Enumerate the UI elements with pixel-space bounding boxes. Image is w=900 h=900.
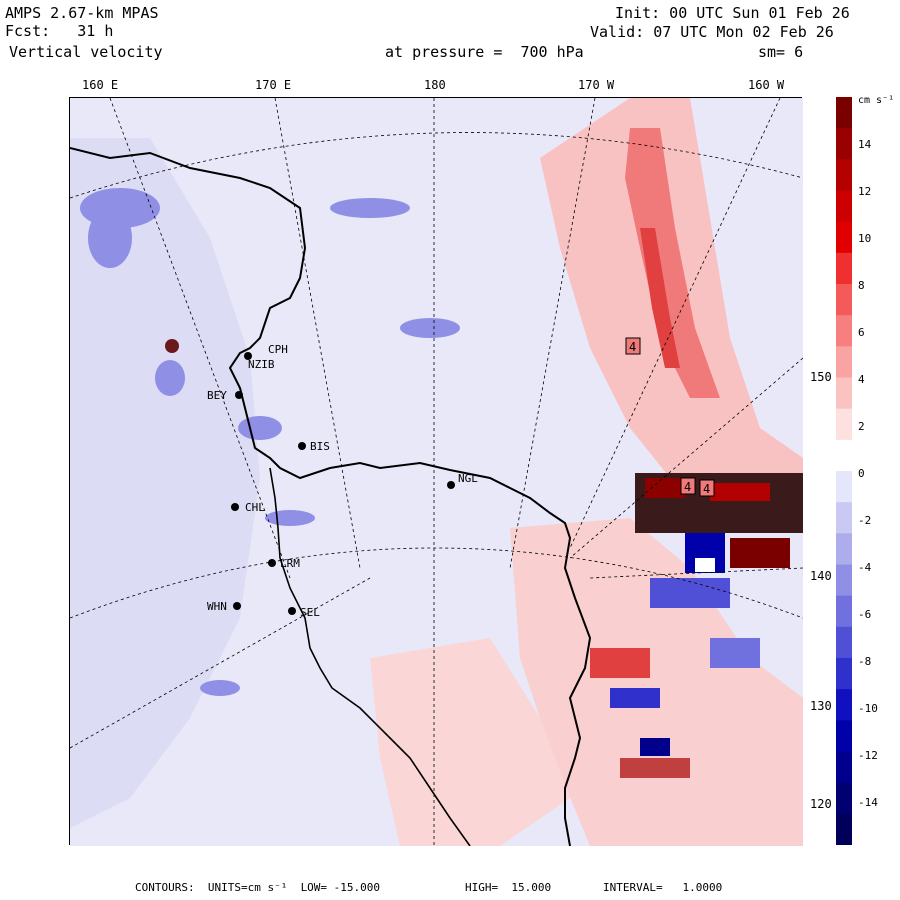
lower-left-updraft: [370, 638, 570, 846]
colorbar-swatch: [836, 128, 852, 160]
lower-right-updraft: [510, 518, 803, 846]
colorbar-swatch: [836, 439, 852, 472]
colorbar-swatch: [836, 471, 852, 503]
colorbar-swatch: [836, 408, 852, 441]
lon-label-170e: 170 E: [255, 78, 292, 92]
colorbar-swatch: [836, 720, 852, 752]
colorbar-swatch: [836, 377, 852, 410]
map-panel: CPH NZIB BEY BIS NGL CHL LRM WHN SEL 4 4…: [69, 97, 804, 847]
station-dot-lrm: [268, 559, 276, 567]
svg-text:4: 4: [703, 482, 710, 496]
colorbar-swatch: [836, 221, 852, 254]
colorbar-tick-label: 2: [858, 420, 865, 433]
station-cph: CPH: [268, 343, 288, 356]
colorbar-swatch: [836, 346, 852, 378]
colorbar-swatch: [836, 595, 852, 628]
stations: [165, 339, 455, 615]
colorbar-swatch: [836, 97, 852, 129]
colorbar-swatch: [836, 782, 852, 815]
station-dot-cph: [244, 352, 252, 360]
colorbar-tick-label: -6: [858, 608, 872, 621]
colorbar-swatch: [836, 533, 852, 565]
lon-label-170w: 170 W: [578, 78, 615, 92]
station-nzib: NZIB: [248, 358, 275, 371]
station-whn: WHN: [207, 600, 227, 613]
station-dot-whn: [233, 602, 241, 610]
lon-label-160w: 160 W: [748, 78, 785, 92]
colorbar-tick-label: -12: [858, 749, 878, 762]
station-sel: SEL: [300, 606, 320, 619]
colorbar-units: cm s⁻¹: [858, 95, 895, 106]
colorbar-tick-label: 14: [858, 138, 872, 151]
footer-contours: CONTOURS: UNITS=cm s⁻¹ LOW= -15.000: [135, 881, 381, 894]
valid-time: Valid: 07 UTC Mon 02 Feb 26: [590, 23, 834, 41]
svg-text:4: 4: [684, 480, 691, 494]
station-bis: BIS: [310, 440, 330, 453]
station-ngl: NGL: [458, 472, 478, 485]
forecast-hour: Fcst: 31 h: [5, 22, 114, 40]
colorbar-swatch: [836, 190, 852, 223]
station-dot-sel: [288, 607, 296, 615]
colorbar-swatch: [836, 284, 852, 316]
graticule: [69, 97, 804, 846]
lon-label-160e: 160 E: [82, 78, 119, 92]
colorbar-swatch: [836, 252, 852, 285]
colorbar-swatch: [836, 159, 852, 191]
colorbar: [836, 97, 852, 845]
colorbar-tick-label: -10: [858, 702, 878, 715]
colorbar-swatch: [836, 658, 852, 690]
colorbar-tick-label: 12: [858, 185, 872, 198]
colorbar-swatch: [836, 315, 852, 347]
model-title: AMPS 2.67-km MPAS: [5, 4, 159, 22]
colorbar-swatch: [836, 813, 852, 845]
station-dot-chl: [231, 503, 239, 511]
station-bey: BEY: [207, 389, 227, 402]
lon-label-180: 180: [424, 78, 446, 92]
colorbar-swatch: [836, 689, 852, 721]
contour-label-box-1: 4: [625, 337, 641, 355]
downdraft-patches: [80, 188, 460, 696]
pressure-level: at pressure = 700 hPa: [385, 43, 584, 61]
colorbar-swatch: [836, 564, 852, 597]
lower-streaks: [590, 638, 760, 778]
colorbar-tick-label: -14: [858, 796, 878, 809]
footer-high: HIGH= 15.000: [465, 881, 552, 894]
colorbar-tick-label: 6: [858, 326, 865, 339]
left-region: [70, 138, 260, 828]
colorbar-tick-label: -4: [858, 561, 872, 574]
contour-label-box-2: 4: [680, 477, 696, 495]
svg-text:4: 4: [629, 340, 636, 354]
contour-label-box-3: 4: [699, 479, 715, 497]
station-dot-bis: [298, 442, 306, 450]
station-dot-ngl: [447, 481, 455, 489]
colorbar-swatch: [836, 502, 852, 534]
station-dot-bey: [235, 391, 243, 399]
station-chl: CHL: [245, 501, 265, 514]
colorbar-tick-label: -8: [858, 655, 872, 668]
field-name: Vertical velocity: [9, 43, 163, 61]
smoothing: sm= 6: [758, 43, 804, 61]
footer-interval: INTERVAL= 1.0000: [603, 881, 723, 894]
colorbar-tick-label: 0: [858, 467, 865, 480]
updraft-core: [625, 128, 720, 398]
map-canvas: CPH NZIB BEY BIS NGL CHL LRM WHN SEL 4 4…: [69, 97, 804, 847]
colorbar-tick-label: -2: [858, 514, 872, 527]
coastline-west: [269, 467, 471, 847]
colorbar-tick-label: 10: [858, 232, 872, 245]
colorbar-swatch: [836, 751, 852, 784]
coastline: [69, 147, 592, 847]
colorbar-tick-label: 8: [858, 279, 865, 292]
init-time: Init: 00 UTC Sun 01 Feb 26: [615, 4, 850, 22]
convective-cluster: [635, 473, 803, 608]
colorbar-swatch: [836, 626, 852, 659]
station-lrm: LRM: [280, 557, 300, 570]
colorbar-tick-label: 4: [858, 373, 865, 386]
